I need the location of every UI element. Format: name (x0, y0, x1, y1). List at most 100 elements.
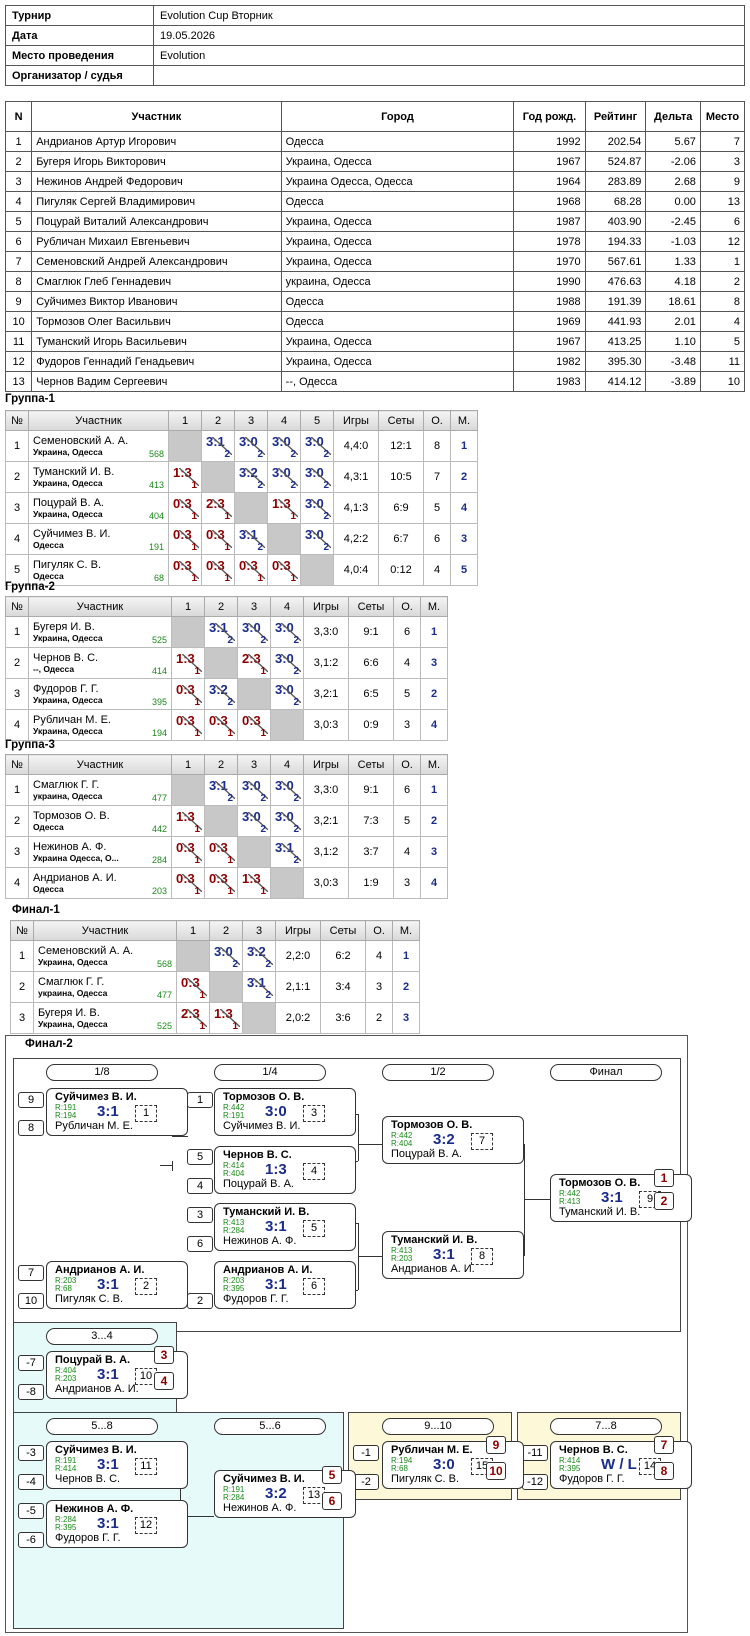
seed-number: 3 (187, 1207, 213, 1223)
table-row: 2 Бугеря Игорь Викторович Украина, Одесса 1… (4, 151, 746, 172)
table-cell: 567.61 (584, 251, 647, 272)
stat-cell: 3:4 (320, 971, 366, 1003)
bracket-match: Туманский И. В. R:413 R:284 3:1 5 Нежинов А. … (214, 1203, 356, 1251)
table-cell: Пигуляк Сергей Владимирович (31, 191, 282, 212)
bracket-match: Тормозов О. В. R:442 R:191 3:0 3 Суйчимез В. … (214, 1088, 356, 1136)
player-bottom: Рубличан М. Е. (55, 1120, 133, 1132)
info-key: Организатор / судья (5, 65, 154, 86)
slash-mark (215, 685, 235, 703)
participant-name: Пигуляк С. В. (33, 559, 102, 571)
game-points: 1 (194, 855, 200, 866)
bracket-match: Суйчимез В. И. R:191 R:194 3:1 1 Рубличан М. … (46, 1088, 188, 1136)
rating-bottom: R:194 (55, 1111, 77, 1120)
table-cell: -3.48 (645, 351, 701, 372)
game-points: 2 (257, 449, 263, 460)
game-points: 1 (194, 666, 200, 677)
connector-line (180, 1516, 214, 1517)
match-score: 3:02 (238, 775, 270, 805)
rating-top: R:194 (391, 1456, 413, 1465)
stat-cell: 5 (423, 492, 451, 524)
match-score: 3:12 (205, 617, 237, 647)
stat-cell: 7:3 (348, 805, 394, 837)
connector-line (358, 1256, 359, 1290)
info-value: 19.05.2026 (153, 25, 745, 46)
table-cell: 1983 (513, 371, 586, 392)
match-score: 0:31 (169, 493, 201, 523)
column-header: Место (699, 101, 746, 132)
game-points: 1 (199, 990, 205, 1001)
participant-cell: Туманский И. В. Украина, Одесса 413 (28, 461, 169, 493)
table-cell: 1967 (513, 151, 586, 172)
score-cell: 3:12 (270, 836, 304, 868)
column-header: О. (423, 410, 451, 431)
table-cell: 1988 (513, 291, 586, 312)
participant-cell: Фудоров Г. Г. Украина, Одесса 395 (28, 678, 172, 710)
rating-top: R:404 (55, 1366, 77, 1375)
table-cell: 1.10 (645, 331, 701, 352)
table-row: 6 Рубличан Михаил Евгеньевич Украина, Одес… (4, 231, 746, 252)
game-points: 2 (227, 793, 233, 804)
info-key: Место проведения (5, 45, 154, 66)
game-points: 2 (260, 824, 266, 835)
slash-mark (281, 685, 301, 703)
table-cell: 414.12 (584, 371, 647, 392)
seed-number: -1 (353, 1445, 379, 1461)
player-bottom: Андрианов А. И. (55, 1383, 139, 1395)
game-points: 2 (323, 511, 329, 522)
participant-rating: 525 (156, 1021, 172, 1031)
seed-number: 9 (18, 1092, 44, 1108)
game-points: 2 (323, 449, 329, 460)
match-score: 3:02 (238, 806, 270, 836)
game-points: 1 (290, 573, 296, 584)
player-top: Рубличан М. Е. (391, 1444, 473, 1456)
slash-mark (311, 437, 331, 455)
score-cell: 2:31 (201, 492, 235, 524)
participant-rating: 284 (151, 855, 167, 865)
column-header: Сеты (348, 596, 394, 617)
table-row: 3 Нежинов Андрей Федорович Украина Одесса,… (4, 171, 746, 192)
round-header: Финал (550, 1064, 662, 1081)
seed-number: -8 (18, 1384, 44, 1400)
score-cell: 1:31 (267, 492, 301, 524)
game-points: 1 (260, 728, 266, 739)
match-score: 3:2 (433, 1131, 455, 1148)
slash-mark (182, 874, 202, 892)
match-score: 3:02 (271, 617, 303, 647)
stat-cell: 2,0:2 (275, 1002, 321, 1034)
final-place: 7 (654, 1436, 674, 1454)
row-number: 3 (5, 836, 29, 868)
game-points: 2 (293, 697, 299, 708)
score-cell: 3:02 (300, 430, 334, 462)
match-score: 3:12 (205, 775, 237, 805)
rating-bottom: R:414 (55, 1464, 77, 1473)
rating-bottom: R:395 (223, 1284, 245, 1293)
slash-mark (179, 499, 199, 517)
stat-cell: 3:6 (320, 1002, 366, 1034)
group-title: Группа-2 (5, 581, 55, 593)
player-bottom: Поцурай В. А. (223, 1178, 294, 1190)
player-bottom: Нежинов А. Ф. (223, 1502, 297, 1514)
match-number: 5 (303, 1220, 325, 1237)
participant-name: Семеновский А. А. (33, 435, 129, 447)
column-header: 3 (234, 410, 268, 431)
group-row: 3 Фудоров Г. Г.Украина, Одесса 395 0:313:22… (5, 678, 448, 710)
table-cell: 1982 (513, 351, 586, 372)
slash-mark (245, 468, 265, 486)
rating-bottom: R:395 (55, 1523, 77, 1532)
slash-mark (212, 530, 232, 548)
table-cell: Украина, Одесса (280, 331, 515, 352)
self-cell (176, 940, 210, 972)
score-cell: 1:31 (171, 805, 205, 837)
score-cell: 3:02 (270, 616, 304, 648)
group-row: 2 Туманский И. В.Украина, Одесса 413 1:31 3:… (5, 461, 478, 493)
stat-cell: 4,0:4 (333, 554, 379, 586)
game-points: 2 (290, 449, 296, 460)
column-header: 2 (201, 410, 235, 431)
table-cell: 5 (699, 331, 746, 352)
match-score: 3:1 (601, 1189, 623, 1206)
slash-mark (248, 623, 268, 641)
match-score: 3:22 (235, 462, 267, 492)
round-header: 1/8 (46, 1064, 158, 1081)
